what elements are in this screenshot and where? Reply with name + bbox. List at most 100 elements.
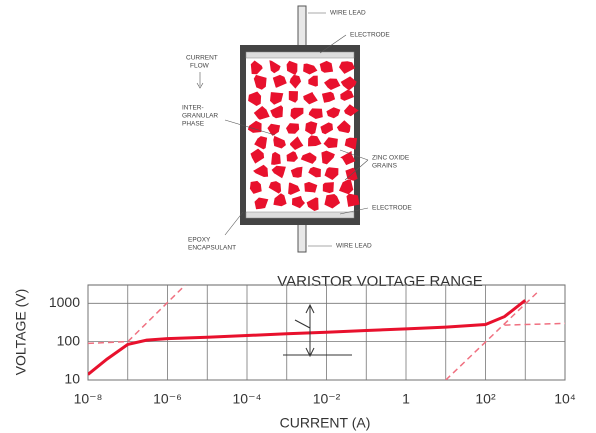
wire-lead-bottom <box>297 221 307 253</box>
range-leader <box>294 319 311 329</box>
grain <box>254 197 269 210</box>
grain <box>323 137 338 149</box>
label: PHASE <box>182 121 205 128</box>
grain <box>306 197 319 211</box>
label: CURRENT <box>186 55 218 62</box>
grain <box>340 151 356 166</box>
grain <box>320 122 333 135</box>
grain <box>253 106 270 120</box>
grain <box>336 120 351 134</box>
grain <box>346 193 360 207</box>
arrow-head <box>196 82 204 89</box>
grain <box>321 150 335 165</box>
y-tick-label: 100 <box>57 332 81 348</box>
series-line <box>504 322 565 326</box>
grain <box>308 166 321 178</box>
grain <box>339 61 355 74</box>
grain <box>292 195 305 209</box>
y-tick-label: 10 <box>64 371 80 387</box>
grain <box>270 105 283 119</box>
grain <box>271 165 286 179</box>
grain <box>290 136 304 150</box>
grain <box>319 60 334 73</box>
label: INTER- <box>182 105 204 112</box>
series-line <box>88 299 527 376</box>
x-tick-label: 10⁴ <box>554 391 576 407</box>
grain <box>269 60 281 74</box>
leader <box>339 149 369 181</box>
grain <box>268 181 282 194</box>
grain <box>271 151 281 165</box>
grain <box>300 152 317 164</box>
grains <box>247 60 360 211</box>
grain <box>273 135 286 149</box>
grain <box>308 135 322 147</box>
grain <box>290 107 304 120</box>
grain <box>253 74 267 90</box>
x-tick-label: 10⁻⁴ <box>233 391 262 407</box>
x-tick-label: 1 <box>402 391 410 407</box>
grain <box>324 78 341 90</box>
y-tick-label: 1000 <box>49 294 80 310</box>
grain <box>324 167 339 180</box>
grain <box>267 123 281 136</box>
grain <box>324 194 341 209</box>
grain <box>303 92 318 105</box>
grain <box>304 181 318 193</box>
grain <box>321 91 336 103</box>
grain <box>326 107 341 119</box>
grain <box>254 136 268 150</box>
x-tick-label: 10⁻⁸ <box>74 391 103 407</box>
x-tick-label: 10⁻² <box>313 391 341 407</box>
grain <box>289 74 302 89</box>
y-axis-label: VOLTAGE (V) <box>13 289 29 376</box>
label: WIRE LEAD <box>330 10 366 17</box>
grain <box>344 137 358 150</box>
grain <box>250 148 265 164</box>
label: FLOW <box>190 63 210 70</box>
grain <box>288 182 301 195</box>
label: ELECTRODE <box>350 32 390 39</box>
grain <box>286 151 298 162</box>
series-line <box>88 285 186 345</box>
label: ZINC OXIDE <box>372 155 410 162</box>
grain <box>340 76 357 91</box>
range-arrowhead <box>305 303 315 358</box>
label: ELECTRODE <box>372 205 412 212</box>
grain <box>248 91 262 106</box>
grain <box>288 91 298 103</box>
grain <box>250 60 263 75</box>
grain <box>286 60 298 76</box>
varistor-diagram: WIRE LEAD ELECTRODE CURRENT FLOW INTER- … <box>182 5 412 253</box>
grain <box>272 74 287 88</box>
grain <box>340 89 354 101</box>
annotation: VARISTOR VOLTAGE RANGE <box>277 273 483 290</box>
electrode-bottom <box>245 211 355 219</box>
leader <box>224 119 276 136</box>
label: ENCAPSULANT <box>188 245 236 252</box>
chart: VARISTOR VOLTAGE RANGE CURRENT (A) VOLTA… <box>13 273 576 431</box>
label: WIRE LEAD <box>336 243 372 250</box>
grain <box>305 121 318 135</box>
series-line <box>445 289 541 380</box>
grain <box>253 164 269 177</box>
x-tick-label: 10² <box>475 391 496 407</box>
leader <box>319 34 347 54</box>
grain <box>339 179 354 195</box>
grain <box>273 193 287 207</box>
grain <box>308 108 323 119</box>
electrode-top <box>245 51 355 59</box>
grain <box>286 123 300 134</box>
x-tick-label: 10⁻⁶ <box>153 391 182 407</box>
grain <box>303 63 318 75</box>
grain <box>308 75 318 87</box>
label: EPOXY <box>188 237 211 244</box>
wire-lead-top <box>297 5 307 47</box>
leader <box>339 207 369 215</box>
grain <box>270 92 284 105</box>
grain <box>322 182 334 194</box>
label: GRAINS <box>372 163 398 170</box>
label: GRANULAR <box>182 113 218 120</box>
leader <box>224 211 244 236</box>
